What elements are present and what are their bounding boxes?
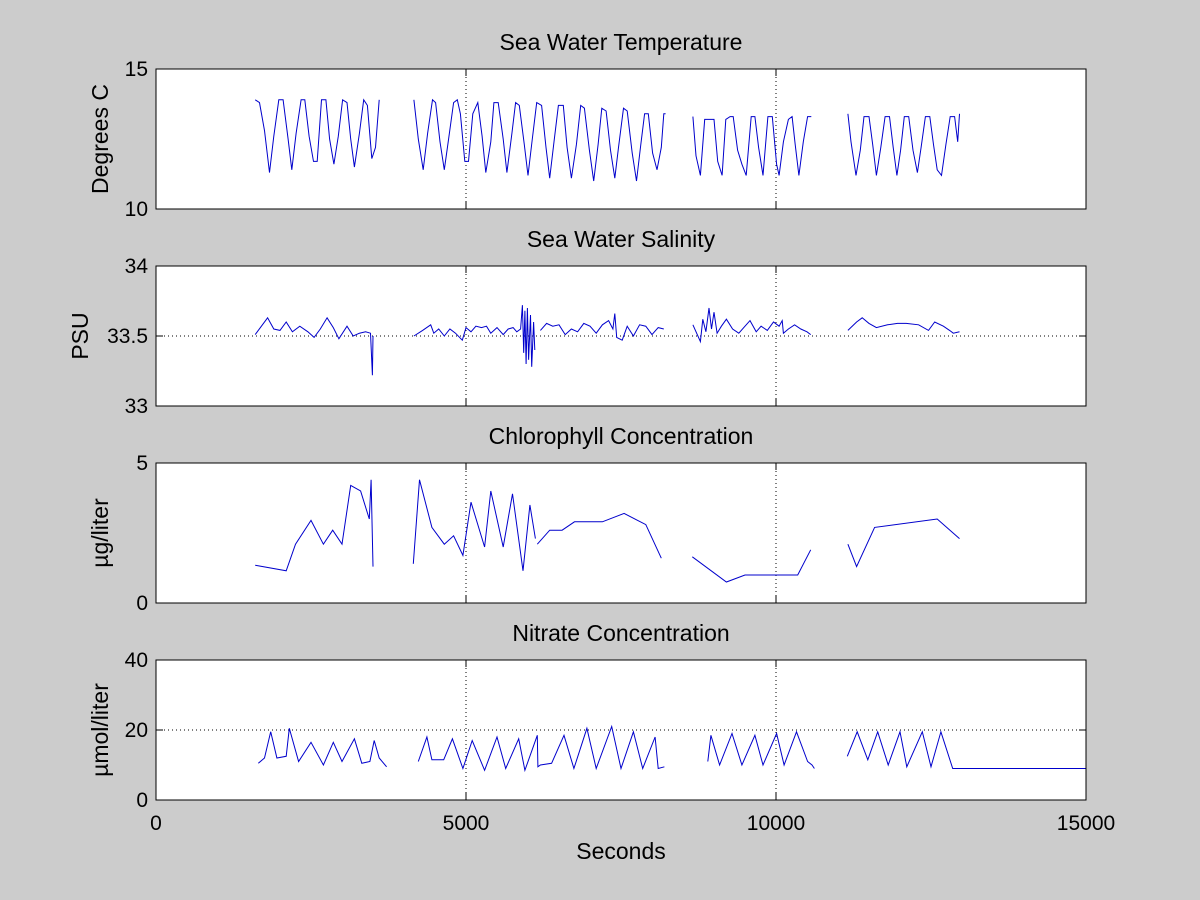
series-line-segment [254,316,374,376]
y-tick-label: 20 [125,719,148,742]
y-tick-label: 5 [136,452,148,475]
y-tick-label: 10 [125,198,148,221]
y-axis-label: µmol/liter [87,683,113,777]
series-line-segment [412,479,536,571]
plot-area [156,463,1086,603]
panel-1: 10 15 Sea Water Temperature Degrees C [87,29,1087,221]
series-line-segment [847,113,960,177]
panel-title: Nitrate Concentration [512,620,729,646]
y-tick-label: 0 [136,592,148,615]
x-tick-label: 15000 [1057,812,1115,835]
series-line-segment [257,728,387,768]
y-tick-label: 15 [125,58,148,81]
series-line-segment [692,115,812,176]
series-line-segment [847,317,960,334]
y-tick-label: 33.5 [107,325,148,348]
y-tick-label: 34 [125,255,149,278]
x-axis-label: Seconds [576,838,666,864]
series-line-segment [413,305,536,367]
y-axis-label: PSU [67,312,93,359]
axes-frame [155,68,1087,210]
series-line-segment [540,313,664,341]
series-line-segment [255,479,374,572]
y-tick-label: 0 [136,789,148,812]
plot-area [156,69,1086,209]
y-axis-label: Degrees C [87,84,113,194]
y-axis-label: µg/liter [87,498,113,568]
axes-frame [155,462,1087,604]
series-line-segment [847,518,960,568]
panel-3: 0 5 Chlorophyll Concentration µg/liter [87,423,1087,615]
series-line-segment [707,730,815,769]
y-tick-label: 33 [125,395,148,418]
series-line-segment [846,729,1086,769]
series-line-segment [692,307,812,344]
series-line-segment [692,549,812,583]
series-line-segment [417,724,665,773]
panel-2: 33 33.5 34 Sea Water Salinity PSU [67,226,1087,418]
x-tick-label: 10000 [747,812,805,835]
series-line-segment [254,98,380,173]
panel-4: 0 5000 10000 15000 0 20 40 Nitrate Concentratio… [87,620,1115,864]
series-line-segment [536,512,662,559]
x-tick-label: 0 [150,812,162,835]
y-tick-label: 40 [125,649,148,672]
series-line-segment [413,98,666,182]
panel-title: Sea Water Temperature [500,29,743,55]
panel-title: Chlorophyll Concentration [489,423,754,449]
x-tick-label: 5000 [443,812,490,835]
panel-title: Sea Water Salinity [527,226,716,252]
